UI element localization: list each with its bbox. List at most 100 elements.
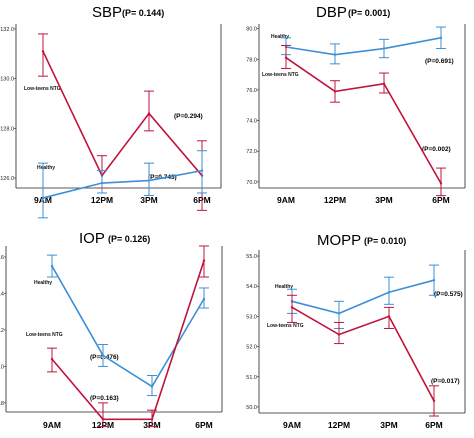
data-point — [337, 312, 341, 315]
series-line — [42, 169, 203, 199]
y-tick-label: 14.0 — [0, 364, 4, 370]
sbp-chart: SBP (P= 0.144) Low-teens NTG Healthy (P=… — [0, 4, 222, 219]
data-point — [100, 181, 104, 185]
p-annotation: (P=0.163) — [90, 395, 119, 402]
y-tick-label: 52.0 — [246, 345, 257, 351]
y-tick-label: 80.0 — [246, 27, 257, 33]
series-label-healthy: Healthy — [271, 34, 289, 40]
chart-title: IOP — [79, 230, 105, 247]
data-point — [284, 56, 288, 59]
data-point — [41, 50, 45, 53]
series-label-healthy: Healthy — [275, 284, 293, 290]
x-tick-label: 6PM — [432, 195, 449, 205]
y-tick-label: 128.0 — [0, 126, 14, 132]
panel-dbp: DBP (P= 0.001) Healthy Low-teens NTG (P=… — [237, 0, 474, 216]
mopp-chart: MOPP (P= 0.010) Healthy Low-teens NTG (P… — [246, 232, 466, 430]
data-point — [432, 278, 436, 282]
y-tick-label: 51.0 — [246, 375, 257, 381]
series-line — [285, 37, 442, 56]
data-point — [50, 264, 54, 268]
chart-title: MOPP — [317, 232, 361, 249]
y-tick-label: 78.0 — [246, 57, 257, 63]
x-tick-label: 12PM — [91, 195, 113, 205]
p-annotation: (P=0.575) — [434, 291, 463, 298]
x-tick-label: 3PM — [380, 420, 397, 430]
series-line — [51, 265, 205, 388]
data-point — [202, 297, 206, 301]
data-point — [150, 418, 154, 421]
x-tick-label: 3PM — [375, 195, 392, 205]
data-point — [432, 399, 436, 403]
data-point — [150, 385, 154, 388]
data-point — [387, 315, 391, 318]
data-point — [333, 53, 337, 56]
data-point — [50, 357, 54, 361]
p-annotation: (P=0.017) — [431, 378, 460, 385]
p-annotation: (P=0.691) — [425, 58, 454, 65]
x-tick-label: 9AM — [277, 195, 295, 205]
data-point — [337, 333, 341, 336]
data-point — [200, 169, 204, 172]
data-point — [147, 112, 151, 115]
x-tick-label: 12PM — [324, 195, 346, 205]
series-line — [51, 260, 205, 421]
y-tick-label: 132.0 — [0, 27, 14, 33]
p-annotation: (P=0.476) — [90, 354, 119, 361]
y-tick-label: 130.0 — [0, 77, 14, 83]
chart-p-value: (P= 0.126) — [108, 234, 150, 244]
x-tick-label: 6PM — [195, 420, 212, 430]
chart-title: SBP — [92, 4, 122, 21]
series-label-low-teens-ntg: Low-teens NTG — [267, 323, 304, 329]
data-point — [41, 196, 45, 200]
series-label-low-teens-ntg: Low-teens NTG — [24, 86, 61, 92]
data-point — [202, 259, 206, 262]
y-tick-label: 14.2 — [0, 328, 4, 334]
data-point — [439, 36, 443, 39]
chart-title: DBP — [316, 4, 347, 21]
y-tick-label: 126.0 — [0, 176, 14, 182]
series-label-low-teens-ntg: Low-teens NTG — [262, 72, 299, 78]
panel-mopp: MOPP (P= 0.010) Healthy Low-teens NTG (P… — [237, 216, 474, 433]
data-point — [101, 354, 105, 357]
y-tick-label: 53.0 — [246, 314, 257, 320]
series-label-healthy: Healthy — [34, 280, 52, 286]
x-tick-label: 9AM — [283, 420, 301, 430]
y-tick-label: 76.0 — [246, 88, 257, 94]
y-tick-label: 72.0 — [246, 149, 257, 155]
data-point — [101, 418, 105, 421]
p-annotation: (P=0.002) — [422, 146, 451, 153]
y-tick-label: 14.6 — [0, 255, 4, 261]
panel-iop: IOP (P= 0.126) Healthy Low-teens NTG (P=… — [0, 216, 237, 433]
y-tick-label: 14.4 — [0, 291, 4, 297]
data-point — [290, 306, 294, 309]
series-line — [42, 50, 203, 178]
dbp-chart: DBP (P= 0.001) Healthy Low-teens NTG (P=… — [246, 4, 466, 205]
y-tick-label: 70.0 — [246, 180, 257, 186]
x-tick-label: 12PM — [328, 420, 350, 430]
data-point — [147, 179, 151, 182]
x-tick-label: 3PM — [140, 195, 157, 205]
data-point — [382, 47, 386, 50]
iop-chart: IOP (P= 0.126) Healthy Low-teens NTG (P=… — [0, 230, 223, 430]
data-point — [387, 291, 391, 294]
y-tick-label: 74.0 — [246, 119, 257, 125]
y-tick-label: 50.0 — [246, 405, 257, 411]
series-label-low-teens-ntg: Low-teens NTG — [26, 332, 63, 338]
chart-p-value: (P= 0.010) — [364, 236, 406, 246]
series-label-healthy: Healthy — [37, 165, 55, 171]
series-line — [291, 306, 435, 402]
data-point — [382, 82, 386, 85]
data-point — [333, 90, 337, 93]
chart-p-value: (P= 0.144) — [122, 8, 164, 18]
y-tick-label: 13.8 — [0, 401, 4, 407]
x-tick-label: 9AM — [43, 420, 61, 430]
series-line — [291, 279, 435, 315]
y-tick-label: 55.0 — [246, 254, 257, 260]
series-line — [285, 57, 442, 184]
panel-sbp: SBP (P= 0.144) Low-teens NTG Healthy (P=… — [0, 0, 237, 219]
y-tick-label: 54.0 — [246, 284, 257, 290]
x-tick-label: 6PM — [425, 420, 442, 430]
chart-p-value: (P= 0.001) — [348, 8, 390, 18]
data-point — [439, 182, 443, 185]
p-annotation: (P=0.294) — [174, 113, 203, 120]
